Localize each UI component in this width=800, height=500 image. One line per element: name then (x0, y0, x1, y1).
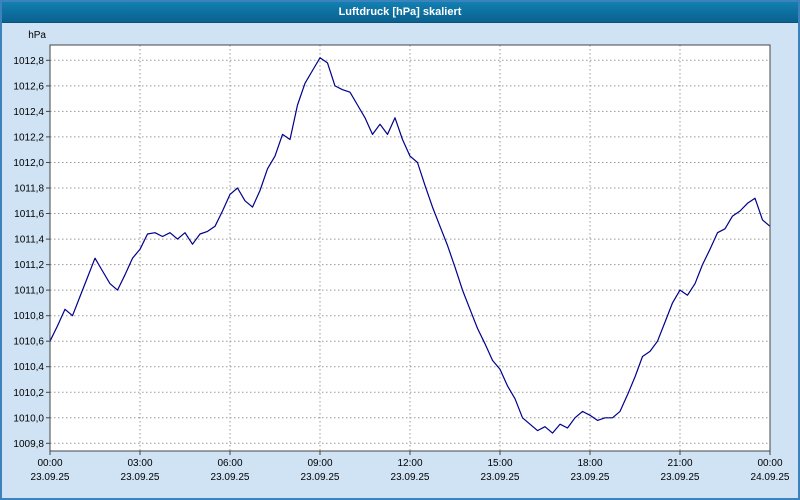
x-tick-date-label: 23.09.25 (211, 472, 250, 483)
y-tick-label: 1012,6 (13, 81, 44, 92)
x-tick-time-label: 06:00 (217, 458, 242, 469)
y-tick-label: 1012,4 (13, 107, 44, 118)
x-tick-date-label: 23.09.25 (391, 472, 430, 483)
x-tick-date-label: 23.09.25 (661, 472, 700, 483)
y-tick-label: 1011,2 (14, 260, 44, 271)
x-tick-time-label: 15:00 (487, 458, 512, 469)
y-tick-label: 1010,4 (13, 362, 44, 373)
title-bar: Luftdruck [hPa] skaliert (2, 2, 798, 23)
y-tick-label: 1010,0 (13, 413, 44, 424)
chart-area: 1009,8 1010,0 1010,2 1010,4 1010,6 1010,8 1011… (2, 23, 798, 492)
y-tick-label: 1012,2 (13, 132, 44, 143)
x-tick-date-label: 23.09.25 (301, 472, 340, 483)
x-tick-time-label: 00:00 (37, 458, 62, 469)
x-tick-date-label: 24.09.25 (751, 472, 790, 483)
window-title: Luftdruck [hPa] skaliert (338, 6, 462, 18)
y-tick-label: 1012,8 (13, 56, 44, 67)
x-tick-time-label: 09:00 (307, 458, 332, 469)
x-tick-date-label: 23.09.25 (121, 472, 160, 483)
x-tick-time-label: 03:00 (127, 458, 152, 469)
x-tick-time-label: 18:00 (577, 458, 602, 469)
y-tick-label: 1011,8 (14, 184, 44, 195)
y-tick-label: 1010,8 (13, 311, 44, 322)
y-tick-label: 1012,0 (13, 158, 44, 169)
x-tick-date-label: 23.09.25 (481, 472, 520, 483)
y-axis-unit-label: hPa (28, 30, 46, 41)
x-tick-time-label: 00:00 (757, 458, 782, 469)
y-tick-label: 1010,6 (13, 337, 44, 348)
x-tick-date-label: 23.09.25 (571, 472, 610, 483)
plot-background (50, 45, 770, 451)
y-tick-label: 1010,2 (13, 388, 44, 399)
x-tick-time-label: 21:00 (667, 458, 692, 469)
y-tick-label: 1011,6 (14, 209, 44, 220)
y-tick-label: 1011,0 (14, 286, 44, 297)
chart-svg: 1009,8 1010,0 1010,2 1010,4 1010,6 1010,8 1011… (13, 30, 790, 483)
y-tick-label: 1009,8 (13, 439, 44, 450)
pressure-line (49, 57, 771, 434)
x-tick-date-label: 23.09.25 (31, 472, 70, 483)
y-tick-label: 1011,4 (14, 235, 44, 246)
x-tick-time-label: 12:00 (397, 458, 422, 469)
plot-border (49, 44, 771, 452)
